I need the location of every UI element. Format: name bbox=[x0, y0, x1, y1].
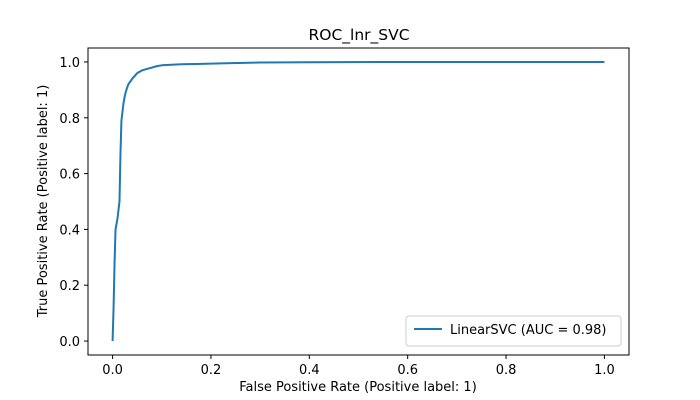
chart-title: ROC_lnr_SVC bbox=[308, 26, 409, 45]
y-tick-label: 0.4 bbox=[59, 223, 80, 238]
axes-frame bbox=[87, 47, 630, 356]
x-tick-label: 0.6 bbox=[397, 363, 418, 378]
x-tick-label: 0.2 bbox=[201, 363, 222, 378]
y-tick-label: 0.2 bbox=[59, 279, 80, 294]
y-axis-ticks: 0.0 0.2 0.4 0.6 0.8 1.0 bbox=[59, 56, 88, 350]
plot-area bbox=[87, 47, 630, 356]
legend: LinearSVC (AUC = 0.98) bbox=[405, 315, 622, 347]
x-tick-label: 0.0 bbox=[102, 363, 123, 378]
y-tick-label: 0.0 bbox=[59, 335, 80, 350]
y-tick-label: 1.0 bbox=[59, 56, 80, 71]
roc-curve-line bbox=[111, 60, 605, 342]
y-axis-label: True Positive Rate (Positive label: 1) bbox=[36, 85, 51, 319]
y-tick-label: 0.6 bbox=[59, 168, 80, 183]
x-tick-label: 0.4 bbox=[299, 363, 320, 378]
y-tick-label: 0.8 bbox=[59, 112, 80, 127]
series-layer bbox=[111, 60, 605, 342]
x-axis-label: False Positive Rate (Positive label: 1) bbox=[239, 380, 477, 395]
x-tick-label: 1.0 bbox=[594, 363, 615, 378]
x-axis-ticks: 0.0 0.2 0.4 0.6 0.8 1.0 bbox=[102, 355, 615, 378]
legend-box bbox=[405, 315, 622, 347]
legend-label: LinearSVC (AUC = 0.98) bbox=[450, 323, 607, 338]
x-tick-label: 0.8 bbox=[496, 363, 517, 378]
